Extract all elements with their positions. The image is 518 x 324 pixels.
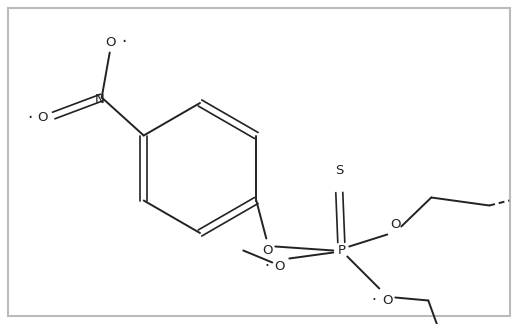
Text: O: O: [382, 294, 393, 307]
Text: S: S: [335, 164, 343, 177]
Text: ·: ·: [265, 259, 270, 274]
Text: O: O: [262, 244, 272, 257]
Text: ·: ·: [27, 109, 32, 126]
Text: O: O: [106, 36, 116, 49]
Text: O: O: [390, 218, 400, 231]
Text: O: O: [37, 111, 48, 124]
Text: O: O: [274, 260, 284, 273]
Text: N: N: [95, 93, 105, 106]
Text: ·: ·: [372, 293, 377, 308]
Text: ·: ·: [121, 33, 126, 52]
Text: P: P: [337, 244, 346, 257]
